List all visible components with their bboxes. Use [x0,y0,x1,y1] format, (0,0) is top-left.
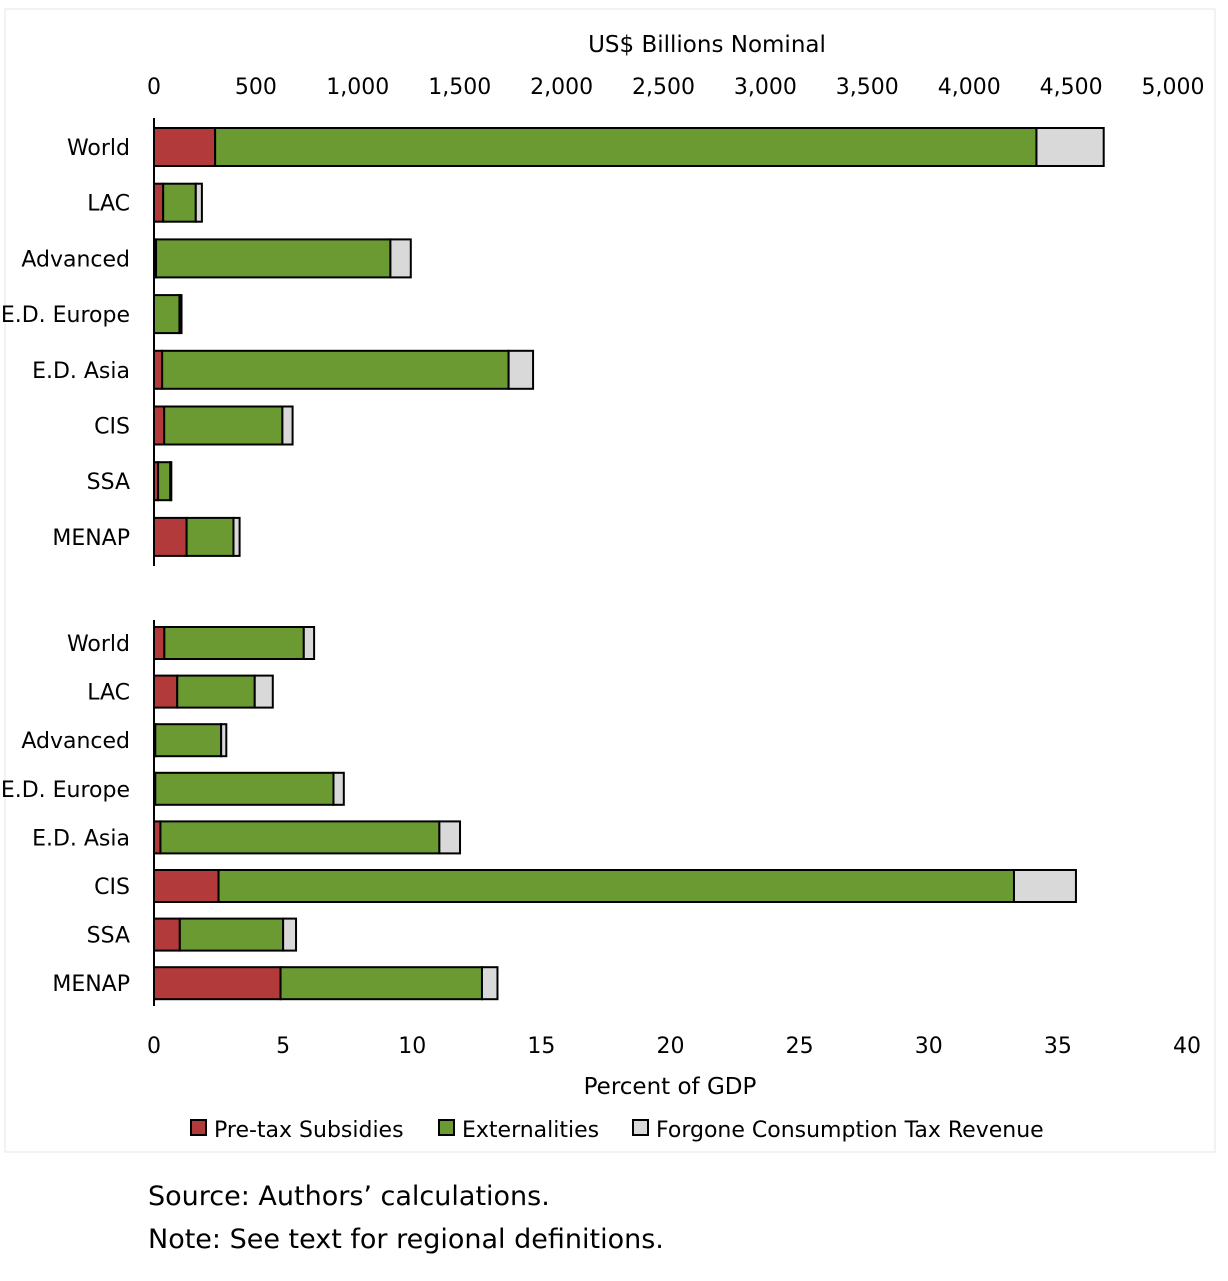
bar-segment [194,182,203,223]
x-axis-title: US$ Billions Nominal [588,32,826,58]
x-tick-label: 500 [235,75,277,100]
bar-segment [153,674,179,709]
category-label: MENAP [52,972,130,997]
bar-segment [153,294,181,335]
bar-segment [176,674,256,709]
panel-us-billions: US$ Billions Nominal 0 500 1,000 1,500 2,000 2… [1,32,1205,566]
bar-segment [154,771,335,806]
bar-segment [178,917,285,952]
x-tick-label: 2,500 [632,75,695,100]
category-label: Advanced [21,247,130,272]
x-tick-label: 10 [398,1034,426,1059]
category-label: CIS [94,415,130,440]
x-tick-label: 5 [276,1034,290,1059]
bar-segment [281,405,294,446]
x-tick-label: 20 [657,1034,685,1059]
x-tick-label: 5,000 [1142,75,1205,100]
bar-segment [153,626,166,660]
category-label: E.D. Europe [1,778,130,803]
category-label: World [67,136,130,161]
bar-segment [153,966,282,1001]
bar-segment [153,869,220,903]
bar-segment [302,626,316,660]
bar-segment [220,723,228,758]
bar-segment [232,516,241,557]
bar-segment [161,349,510,390]
bar-segment [153,516,188,557]
legend-swatch [190,1119,207,1136]
legend-label: Forgone Consumption Tax Revenue [656,1118,1044,1143]
x-tick-label: 4,000 [938,75,1001,100]
figure-border [4,8,1216,1153]
category-label: E.D. Europe [1,303,130,328]
bar-segment [282,917,298,952]
bar-segment [162,182,197,223]
source-note: Source: Authors’ calculations. [148,1181,550,1212]
category-label: SSA [87,470,130,495]
x-tick-label: 2,000 [530,75,593,100]
category-label: LAC [87,192,130,217]
x-tick-label: 15 [527,1034,555,1059]
category-label: Advanced [21,729,130,754]
x-tick-label: 25 [786,1034,814,1059]
bar-segment [389,238,412,279]
bar-segment [178,294,183,335]
x-tick-label: 0 [147,1034,161,1059]
bar-segment [153,405,166,446]
x-tick-label: 35 [1044,1034,1072,1059]
bar-segment [157,461,172,502]
panel-percent-gdp: Percent of GDP 0 5 10 15 20 25 30 35 40 World LAC Ad… [1,620,1201,1100]
bar-segment [507,349,535,390]
legend-swatch [438,1119,455,1136]
category-label: LAC [87,681,130,706]
x-axis-title: Percent of GDP [584,1074,757,1100]
x-tick-label: 3,000 [734,75,797,100]
category-label: CIS [94,875,130,900]
bar-segment [169,461,173,502]
bar-segment [159,820,441,855]
x-tick-label: 40 [1173,1034,1201,1059]
definition-note: Note: See text for regional definitions. [148,1224,664,1255]
bar-segment [163,626,305,660]
x-tick-label: 30 [915,1034,943,1059]
bar-segment [155,238,392,279]
x-tick-label: 1,000 [326,75,389,100]
x-tick-label: 4,500 [1040,75,1103,100]
bar-segment [1012,869,1077,903]
bar-segment [438,820,462,855]
bar-segment [217,869,1015,903]
category-label: SSA [87,924,130,949]
bar-segment [332,771,345,806]
legend-label: Pre-tax Subsidies [214,1118,404,1143]
x-tick-label: 1,500 [428,75,491,100]
x-tick-label: 3,500 [836,75,899,100]
bar-segment [253,674,274,709]
category-label: World [67,632,130,657]
legend-label: Externalities [462,1118,599,1143]
x-tick-label: 0 [147,75,161,100]
bar-segment [154,723,223,758]
category-label: MENAP [52,526,130,551]
bar-segment [153,917,181,952]
chart-notes: Source: Authors’ calculations. Note: See… [148,1175,664,1261]
category-label: E.D. Asia [32,359,130,384]
bar-segment [1035,127,1105,167]
bar-segment [163,405,284,446]
legend: Pre-tax Subsidies Externalities Forgone Co… [190,1118,1044,1143]
bar-segment [480,966,499,1001]
bar-segment [214,127,1038,167]
bar-segment [153,127,217,167]
legend-swatch [632,1119,649,1136]
bar-segment [153,182,165,223]
bar-segment [279,966,483,1001]
bar-segment [153,349,164,390]
bar-segment [185,516,235,557]
category-label: E.D. Asia [32,826,130,851]
